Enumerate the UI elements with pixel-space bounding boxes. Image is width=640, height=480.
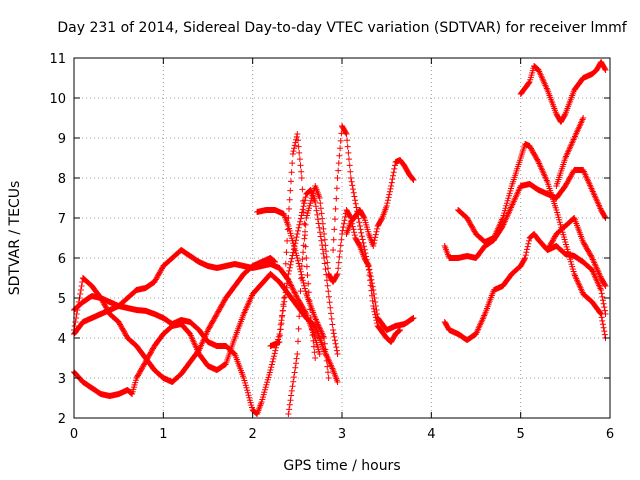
axis-ticks: 0 1 2 3 4 5 6 2 3 4 5 6 7 8 9 10 11	[49, 52, 614, 442]
y-tick-label: 5	[58, 292, 66, 307]
x-tick-label: 3	[338, 427, 346, 442]
y-tick-label: 3	[58, 372, 66, 387]
y-tick-label: 9	[58, 132, 66, 147]
plus-markers	[267, 131, 319, 361]
x-axis-label: GPS time / hours	[283, 458, 400, 474]
chart-title: Day 231 of 2014, Sidereal Day-to-day VTE…	[57, 20, 627, 36]
y-tick-label: 4	[58, 332, 66, 347]
y-tick-label: 2	[58, 412, 66, 427]
series-track-11	[441, 231, 609, 343]
series-track-13	[517, 59, 609, 125]
series-track-5	[254, 207, 332, 381]
x-tick-label: 6	[606, 427, 614, 442]
plus-markers	[343, 157, 417, 249]
plus-markers	[553, 115, 587, 189]
plus-markers	[455, 141, 609, 341]
plus-markers	[285, 183, 417, 417]
grid-layer	[74, 58, 610, 418]
plus-markers	[544, 215, 609, 289]
x-tick-label: 4	[427, 427, 435, 442]
y-tick-label: 7	[58, 212, 66, 227]
y-axis-label: SDTVAR / TECUs	[7, 181, 23, 296]
y-tick-label: 6	[58, 252, 66, 267]
series-track-15	[553, 115, 587, 189]
x-tick-label: 5	[517, 427, 525, 442]
x-tick-label: 2	[249, 427, 257, 442]
y-tick-label: 10	[49, 92, 66, 107]
y-tick-label: 11	[49, 52, 66, 67]
series-track-12	[455, 141, 609, 341]
plus-markers	[330, 123, 404, 345]
series-track-9	[343, 157, 417, 249]
data-points	[71, 59, 609, 417]
plus-markers	[517, 59, 609, 125]
plus-markers	[441, 231, 609, 343]
plus-markers	[254, 207, 332, 381]
series-track-14	[544, 215, 609, 289]
series-track-7	[285, 183, 417, 417]
x-tick-label: 0	[70, 427, 78, 442]
x-tick-label: 1	[159, 427, 167, 442]
series-track-6	[267, 131, 319, 361]
y-tick-label: 8	[58, 172, 66, 187]
series-track-8	[330, 123, 404, 345]
